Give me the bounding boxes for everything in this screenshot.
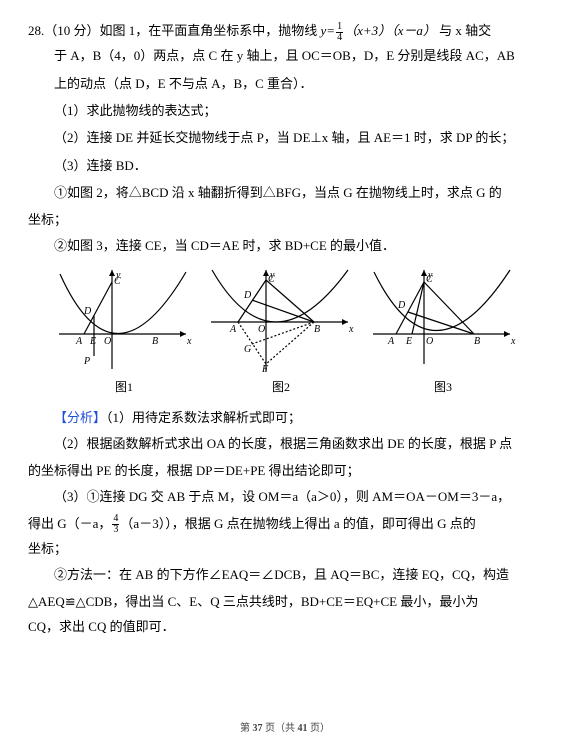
analysis-label: 【分析】 (54, 410, 106, 425)
figures-row: y x A E O B C D P 图1 (54, 264, 542, 399)
eq-rhs: （x+3）（x－a） (344, 23, 436, 38)
m2b: △AEQ≌△CDB，得出当 C、E、Q 三点共线时，BD+CE＝EQ+CE 最小… (28, 589, 542, 614)
svg-text:P: P (83, 356, 90, 367)
a3b-post: （a－3）），根据 G 点在抛物线上得出 a 的值，即可得出 G 点的 (120, 516, 475, 531)
svg-text:C: C (114, 276, 121, 287)
svg-text:B: B (152, 336, 158, 347)
a3a: 连接 DG 交 AB 于点 M，设 OM＝a（a＞0），则 AM＝OA－OM＝3… (100, 489, 511, 504)
svg-text:B: B (474, 336, 480, 347)
a2b: 的坐标得出 PE 的长度，根据 DP＝DE+PE 得出结论即可； (28, 458, 542, 483)
c1a: 如图 2，将△BCD 沿 x 轴翻折得到△BFG，当点 G 在抛物线上时，求点 … (67, 185, 502, 200)
svg-text:C: C (268, 274, 275, 285)
a3b-pre: 得出 G（－a， (28, 516, 111, 531)
points: （10 分） (44, 23, 99, 38)
fig2-caption: 图2 (206, 376, 356, 399)
c2-line: ②如图 3，连接 CE，当 CD＝AE 时，求 BD+CE 的最小值． (28, 233, 542, 258)
c2: 如图 3，连接 CE，当 CD＝AE 时，求 BD+CE 的最小值． (67, 238, 395, 253)
a1: （1）用待定系数法求解析式即可； (106, 410, 301, 425)
svg-text:F: F (261, 364, 269, 374)
svg-text:O: O (426, 336, 433, 347)
svg-text:D: D (243, 290, 252, 301)
svg-text:B: B (314, 324, 320, 335)
c1-line: ①如图 2，将△BCD 沿 x 轴翻折得到△BFG，当点 G 在抛物线上时，求点… (28, 180, 542, 205)
q2: （2）连接 DE 并延长交抛物线于点 P，当 DE⊥x 轴，且 AE＝1 时，求… (28, 125, 542, 150)
a3-line: （3）①连接 DG 交 AB 于点 M，设 OM＝a（a＞0），则 AM＝OA－… (28, 484, 542, 509)
stem-a: 如图 1，在平面直角坐标系中，抛物线 (100, 23, 321, 38)
svg-text:x: x (510, 336, 516, 347)
problem-stem-line1: 28. （10 分）如图 1，在平面直角坐标系中，抛物线 y=14（x+3）（x… (28, 18, 542, 43)
stem-b: 与 x 轴交 (436, 23, 491, 38)
problem-number: 28. (28, 23, 44, 38)
a3-pre: （3） (54, 489, 87, 504)
m2c: CQ，求出 CQ 的值即可． (28, 614, 542, 639)
fig1-caption: 图1 (54, 376, 194, 399)
svg-text:O: O (258, 324, 265, 335)
circ-2b: ② (54, 567, 67, 582)
stem-line3: 上的动点（点 D，E 不与点 A，B，C 重合）． (28, 71, 542, 96)
a2a: （2）根据函数解析式求出 OA 的长度，根据三角函数求出 DE 的长度，根据 P… (28, 431, 542, 456)
svg-text:A: A (387, 336, 395, 347)
circ-1b: ① (87, 489, 100, 504)
circ-2: ② (54, 238, 67, 253)
svg-text:O: O (104, 336, 111, 347)
page-footer: 第 37 页（共 41 页） (0, 719, 570, 739)
m2-line1: ②方法一：在 AB 的下方作∠EAQ＝∠DCB，且 AQ＝BC，连接 EQ，CQ… (28, 562, 542, 587)
frac-1-4: 14 (336, 22, 343, 43)
svg-text:E: E (405, 336, 412, 347)
a3c: 坐标； (28, 536, 542, 561)
q1: （1）求此抛物线的表达式； (28, 98, 542, 123)
svg-text:A: A (75, 336, 83, 347)
svg-text:D: D (397, 300, 406, 311)
figure-2: y x A O B C D G F 图2 (206, 264, 356, 399)
fig3-caption: 图3 (368, 376, 518, 399)
svg-text:A: A (229, 324, 237, 335)
figure-3: y x A E O B C D 图3 (368, 264, 518, 399)
svg-text:E: E (89, 336, 96, 347)
frac-4-3: 43 (112, 514, 119, 535)
figure-1: y x A E O B C D P 图1 (54, 264, 194, 399)
analysis-line1: 【分析】（1）用待定系数法求解析式即可； (28, 405, 542, 430)
svg-text:x: x (348, 324, 354, 335)
svg-text:D: D (83, 306, 92, 317)
c1b: 坐标； (28, 207, 542, 232)
m2a: 方法一：在 AB 的下方作∠EAQ＝∠DCB，且 AQ＝BC，连接 EQ，CQ，… (67, 567, 509, 582)
circ-1: ① (54, 185, 67, 200)
svg-text:C: C (426, 274, 433, 285)
eq-lhs: y= (321, 23, 336, 38)
a3b-line: 得出 G（－a，43（a－3）），根据 G 点在抛物线上得出 a 的值，即可得出… (28, 511, 542, 536)
svg-text:G: G (244, 344, 251, 355)
q3: （3）连接 BD． (28, 153, 542, 178)
svg-text:x: x (186, 336, 192, 347)
stem-line2: 于 A，B（4，0）两点，点 C 在 y 轴上，且 OC＝OB，D，E 分别是线… (28, 43, 542, 68)
